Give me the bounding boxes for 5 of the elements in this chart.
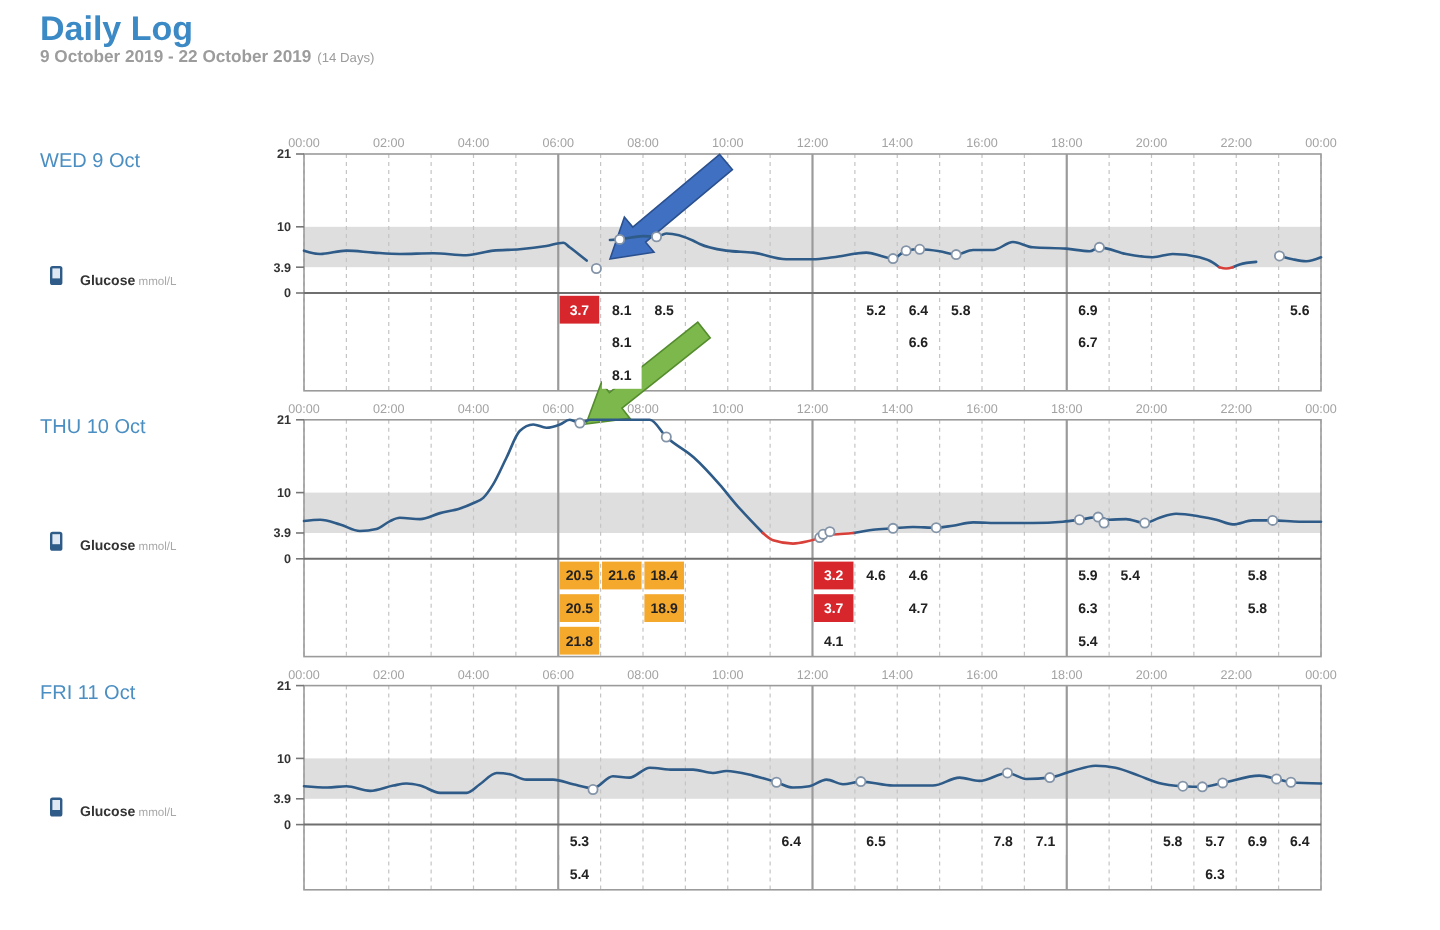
text: 9 October 2019 - 22 October 2019 <box>40 46 312 66</box>
text: FRI 11 Oct <box>40 682 136 705</box>
text: Daily Log <box>40 10 194 48</box>
text: THU 10 Oct <box>40 416 147 439</box>
text: WED 9 Oct <box>40 151 141 173</box>
